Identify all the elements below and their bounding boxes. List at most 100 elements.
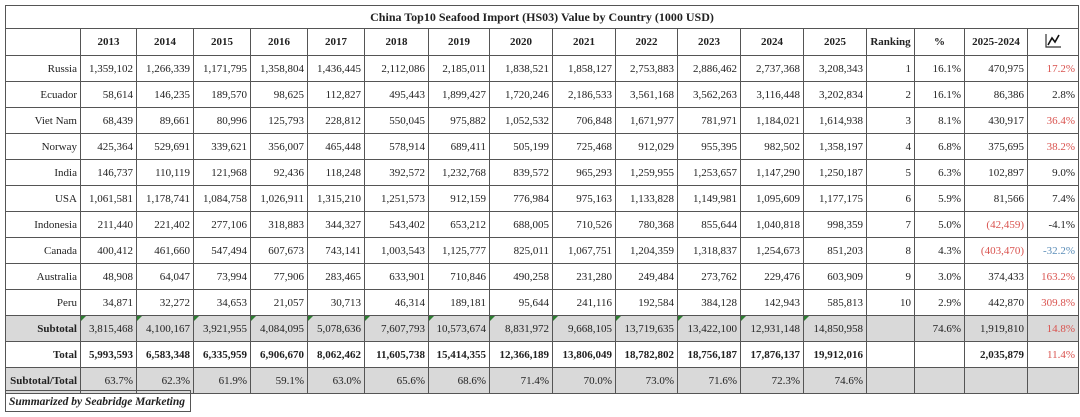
value-cell: 92,436	[250, 159, 308, 186]
value-cell: 9,668,105	[552, 315, 616, 342]
value-cell: 653,212	[428, 211, 490, 238]
row-label: Subtotal/Total	[5, 367, 81, 394]
value-cell: 3,202,834	[803, 81, 867, 108]
value-cell: 62.3%	[136, 367, 194, 394]
value-cell: 1,067,751	[552, 237, 616, 264]
value-cell: 603,909	[803, 263, 867, 290]
value-cell: 3,562,263	[677, 81, 741, 108]
row-label: Viet Nam	[5, 107, 81, 134]
value-cell: 1,720,246	[489, 81, 553, 108]
value-cell: 1,858,127	[552, 55, 616, 82]
ranking-cell	[866, 341, 915, 368]
column-header: 2025-2024	[964, 28, 1028, 56]
column-header: %	[914, 28, 965, 56]
value-cell: 529,691	[136, 133, 194, 160]
ranking-cell: 8	[866, 237, 915, 264]
diff-cell: 86,386	[964, 81, 1028, 108]
growth-cell: 17.2%	[1026, 55, 1080, 82]
column-header: 2024	[740, 28, 804, 56]
value-cell: 6,583,348	[136, 341, 194, 368]
value-cell: 89,661	[136, 107, 194, 134]
value-cell: 400,412	[80, 237, 137, 264]
row-label: Ecuador	[5, 81, 81, 108]
value-cell: 1,177,175	[803, 185, 867, 212]
value-cell: 547,494	[193, 237, 251, 264]
value-cell: 2,185,011	[428, 55, 490, 82]
value-cell: 1,358,804	[250, 55, 308, 82]
diff-cell: 375,695	[964, 133, 1028, 160]
value-cell: 1,253,657	[677, 159, 741, 186]
value-cell: 70.0%	[552, 367, 616, 394]
diff-cell: 81,566	[964, 185, 1028, 212]
value-cell: 229,476	[740, 263, 804, 290]
value-cell: 34,871	[80, 289, 137, 316]
value-cell: 58,614	[80, 81, 137, 108]
value-cell: 4,084,095	[250, 315, 308, 342]
value-cell: 6,906,670	[250, 341, 308, 368]
value-cell: 30,713	[307, 289, 365, 316]
value-cell: 689,411	[428, 133, 490, 160]
seafood-import-table: China Top10 Seafood Import (HS03) Value …	[4, 5, 1080, 394]
value-cell: 1,671,977	[615, 107, 678, 134]
value-cell: 1,358,197	[803, 133, 867, 160]
value-cell: 2,753,883	[615, 55, 678, 82]
value-cell: 1,315,210	[307, 185, 365, 212]
ranking-cell: 4	[866, 133, 915, 160]
value-cell: 3,921,955	[193, 315, 251, 342]
value-cell: 1,266,339	[136, 55, 194, 82]
share-cell: 6.3%	[914, 159, 965, 186]
row-label: USA	[5, 185, 81, 212]
share-cell: 6.8%	[914, 133, 965, 160]
value-cell: 273,762	[677, 263, 741, 290]
growth-cell: -32.2%	[1026, 237, 1080, 264]
growth-cell: 14.8%	[1026, 315, 1080, 342]
value-cell: 912,029	[615, 133, 678, 160]
value-cell: 1,003,543	[364, 237, 429, 264]
value-cell: 1,026,911	[250, 185, 308, 212]
value-cell: 13,806,049	[552, 341, 616, 368]
table-row: USA 1,061,581 1,178,741 1,084,758 1,026,911 1…	[5, 185, 1080, 212]
value-cell: 73,994	[193, 263, 251, 290]
value-cell: 4,100,167	[136, 315, 194, 342]
row-label: Indonesia	[5, 211, 81, 238]
value-cell: 249,484	[615, 263, 678, 290]
share-cell: 5.9%	[914, 185, 965, 212]
growth-cell: -4.1%	[1026, 211, 1080, 238]
value-cell: 192,584	[615, 289, 678, 316]
value-cell: 189,181	[428, 289, 490, 316]
value-cell: 13,719,635	[615, 315, 678, 342]
value-cell: 1,204,359	[615, 237, 678, 264]
ranking-cell: 9	[866, 263, 915, 290]
value-cell: 1,184,021	[740, 107, 804, 134]
value-cell: 825,011	[489, 237, 553, 264]
column-header: 2014	[136, 28, 194, 56]
value-cell: 1,052,532	[489, 107, 553, 134]
value-cell: 3,815,468	[80, 315, 137, 342]
value-cell: 2,886,462	[677, 55, 741, 82]
value-cell: 1,133,828	[615, 185, 678, 212]
value-cell: 1,040,818	[740, 211, 804, 238]
ranking-cell: 3	[866, 107, 915, 134]
value-cell: 80,996	[193, 107, 251, 134]
diff-cell: 430,917	[964, 107, 1028, 134]
value-cell: 6,335,959	[193, 341, 251, 368]
value-cell: 543,402	[364, 211, 429, 238]
table-row: Norway 425,364 529,691 339,621 356,007 465,44…	[5, 133, 1080, 160]
value-cell: 955,395	[677, 133, 741, 160]
diff-cell: 1,919,810	[964, 315, 1028, 342]
value-cell: 1,232,768	[428, 159, 490, 186]
share-cell	[914, 341, 965, 368]
table-row: Peru 34,871 32,272 34,653 21,057 30,713 46,314…	[5, 289, 1080, 316]
value-cell: 743,141	[307, 237, 365, 264]
value-cell: 339,621	[193, 133, 251, 160]
value-cell: 110,119	[136, 159, 194, 186]
share-cell: 16.1%	[914, 81, 965, 108]
diff-cell: 374,433	[964, 263, 1028, 290]
diff-cell: (403,470)	[964, 237, 1028, 264]
value-cell: 146,737	[80, 159, 137, 186]
value-cell: 392,572	[364, 159, 429, 186]
growth-cell: 11.4%	[1026, 341, 1080, 368]
column-header: 2018	[364, 28, 429, 56]
value-cell: 146,235	[136, 81, 194, 108]
value-cell: 776,984	[489, 185, 553, 212]
